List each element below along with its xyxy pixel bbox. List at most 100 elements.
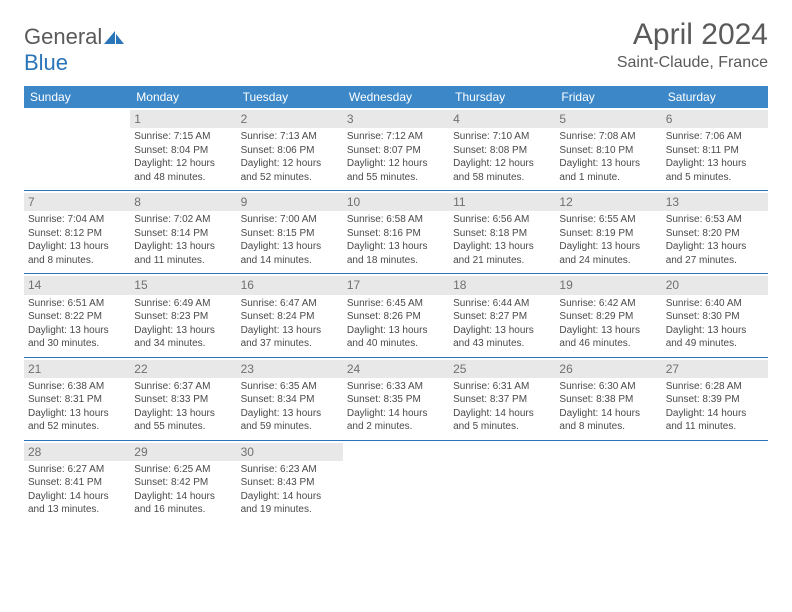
- calendar-cell: 16Sunrise: 6:47 AMSunset: 8:24 PMDayligh…: [237, 274, 343, 357]
- day-number: 15: [130, 276, 236, 294]
- calendar-week: 7Sunrise: 7:04 AMSunset: 8:12 PMDaylight…: [24, 191, 768, 274]
- calendar-cell: 3 Sunrise: 7:12 AMSunset: 8:07 PMDaylight…: [343, 108, 449, 191]
- daylight-text-1: Daylight: 13 hours: [347, 324, 445, 338]
- sunrise-text: Sunrise: 6:37 AM: [134, 380, 232, 394]
- sunset-text: Sunset: 8:39 PM: [666, 393, 764, 407]
- day-number: 12: [555, 193, 661, 211]
- daylight-text-1: Daylight: 13 hours: [559, 157, 657, 171]
- sunrise-text: Sunrise: 6:35 AM: [241, 380, 339, 394]
- calendar-cell: 17Sunrise: 6:45 AMSunset: 8:26 PMDayligh…: [343, 274, 449, 357]
- daylight-text-2: and 40 minutes.: [347, 337, 445, 351]
- daylight-text-1: Daylight: 12 hours: [241, 157, 339, 171]
- daylight-text-2: and 1 minute.: [559, 171, 657, 185]
- sunset-text: Sunset: 8:08 PM: [453, 144, 551, 158]
- calendar-week: 14Sunrise: 6:51 AMSunset: 8:22 PMDayligh…: [24, 274, 768, 357]
- day-header: Thursday: [449, 86, 555, 108]
- day-number: 20: [662, 276, 768, 294]
- day-number: 17: [343, 276, 449, 294]
- daylight-text-1: Daylight: 14 hours: [28, 490, 126, 504]
- calendar-cell: 11 Sunrise: 6:56 AMSunset: 8:18 PMDayligh…: [449, 191, 555, 274]
- day-number: 21: [24, 360, 130, 378]
- calendar-cell: 20Sunrise: 6:40 AMSunset: 8:30 PMDayligh…: [662, 274, 768, 357]
- daylight-text-1: Daylight: 13 hours: [28, 407, 126, 421]
- sunrise-text: Sunrise: 6:40 AM: [666, 297, 764, 311]
- day-number: 9: [237, 193, 343, 211]
- sunset-text: Sunset: 8:26 PM: [347, 310, 445, 324]
- sunrise-text: Sunrise: 6:53 AM: [666, 213, 764, 227]
- day-number: 26: [555, 360, 661, 378]
- sunset-text: Sunset: 8:12 PM: [28, 227, 126, 241]
- sunrise-text: Sunrise: 7:00 AM: [241, 213, 339, 227]
- sunrise-text: Sunrise: 7:08 AM: [559, 130, 657, 144]
- day-number: 30: [237, 443, 343, 461]
- daylight-text-1: Daylight: 12 hours: [453, 157, 551, 171]
- day-number: 29: [130, 443, 236, 461]
- daylight-text-2: and 5 minutes.: [453, 420, 551, 434]
- daylight-text-2: and 11 minutes.: [134, 254, 232, 268]
- brand-part2: Blue: [24, 50, 68, 75]
- day-number: 18: [449, 276, 555, 294]
- calendar-cell: 21Sunrise: 6:38 AMSunset: 8:31 PMDayligh…: [24, 357, 130, 440]
- day-header: Sunday: [24, 86, 130, 108]
- calendar-week: 21Sunrise: 6:38 AMSunset: 8:31 PMDayligh…: [24, 357, 768, 440]
- sunrise-text: Sunrise: 6:23 AM: [241, 463, 339, 477]
- day-number: 16: [237, 276, 343, 294]
- sunset-text: Sunset: 8:07 PM: [347, 144, 445, 158]
- day-number: 2: [237, 110, 343, 128]
- sunset-text: Sunset: 8:18 PM: [453, 227, 551, 241]
- sunrise-text: Sunrise: 6:56 AM: [453, 213, 551, 227]
- sunset-text: Sunset: 8:16 PM: [347, 227, 445, 241]
- sunrise-text: Sunrise: 7:12 AM: [347, 130, 445, 144]
- daylight-text-2: and 18 minutes.: [347, 254, 445, 268]
- sunrise-text: Sunrise: 6:44 AM: [453, 297, 551, 311]
- day-number: 3: [343, 110, 449, 128]
- daylight-text-2: and 55 minutes.: [347, 171, 445, 185]
- daylight-text-2: and 8 minutes.: [559, 420, 657, 434]
- daylight-text-2: and 16 minutes.: [134, 503, 232, 517]
- daylight-text-1: Daylight: 12 hours: [347, 157, 445, 171]
- day-header: Monday: [130, 86, 236, 108]
- calendar-cell: 23Sunrise: 6:35 AMSunset: 8:34 PMDayligh…: [237, 357, 343, 440]
- daylight-text-2: and 24 minutes.: [559, 254, 657, 268]
- sunset-text: Sunset: 8:34 PM: [241, 393, 339, 407]
- calendar-cell: 30Sunrise: 6:23 AMSunset: 8:43 PMDayligh…: [237, 440, 343, 523]
- calendar-cell: 14Sunrise: 6:51 AMSunset: 8:22 PMDayligh…: [24, 274, 130, 357]
- sunset-text: Sunset: 8:37 PM: [453, 393, 551, 407]
- calendar-cell: 26Sunrise: 6:30 AMSunset: 8:38 PMDayligh…: [555, 357, 661, 440]
- sunset-text: Sunset: 8:38 PM: [559, 393, 657, 407]
- daylight-text-2: and 30 minutes.: [28, 337, 126, 351]
- brand-logo: GeneralBlue: [24, 24, 126, 76]
- sunset-text: Sunset: 8:33 PM: [134, 393, 232, 407]
- day-number: 25: [449, 360, 555, 378]
- day-number: 7: [24, 193, 130, 211]
- sunrise-text: Sunrise: 6:25 AM: [134, 463, 232, 477]
- calendar-cell: 7Sunrise: 7:04 AMSunset: 8:12 PMDaylight…: [24, 191, 130, 274]
- calendar-cell: 15Sunrise: 6:49 AMSunset: 8:23 PMDayligh…: [130, 274, 236, 357]
- month-title: April 2024: [617, 18, 768, 52]
- calendar-cell: 10Sunrise: 6:58 AMSunset: 8:16 PMDayligh…: [343, 191, 449, 274]
- calendar-cell: 1Sunrise: 7:15 AMSunset: 8:04 PMDaylight…: [130, 108, 236, 191]
- daylight-text-1: Daylight: 14 hours: [241, 490, 339, 504]
- daylight-text-1: Daylight: 13 hours: [241, 407, 339, 421]
- sunrise-text: Sunrise: 6:33 AM: [347, 380, 445, 394]
- day-header-row: SundayMondayTuesdayWednesdayThursdayFrid…: [24, 86, 768, 108]
- sunset-text: Sunset: 8:23 PM: [134, 310, 232, 324]
- daylight-text-1: Daylight: 13 hours: [559, 324, 657, 338]
- daylight-text-1: Daylight: 12 hours: [134, 157, 232, 171]
- daylight-text-1: Daylight: 13 hours: [453, 240, 551, 254]
- sunset-text: Sunset: 8:10 PM: [559, 144, 657, 158]
- daylight-text-2: and 13 minutes.: [28, 503, 126, 517]
- day-number: 13: [662, 193, 768, 211]
- daylight-text-2: and 27 minutes.: [666, 254, 764, 268]
- day-number: 24: [343, 360, 449, 378]
- day-number: 11: [449, 193, 555, 211]
- calendar-cell: 28Sunrise: 6:27 AMSunset: 8:41 PMDayligh…: [24, 440, 130, 523]
- calendar-cell: 25Sunrise: 6:31 AMSunset: 8:37 PMDayligh…: [449, 357, 555, 440]
- daylight-text-1: Daylight: 13 hours: [134, 407, 232, 421]
- sunrise-text: Sunrise: 6:42 AM: [559, 297, 657, 311]
- sunrise-text: Sunrise: 6:27 AM: [28, 463, 126, 477]
- sunset-text: Sunset: 8:20 PM: [666, 227, 764, 241]
- day-number: 5: [555, 110, 661, 128]
- day-number: 27: [662, 360, 768, 378]
- sunset-text: Sunset: 8:06 PM: [241, 144, 339, 158]
